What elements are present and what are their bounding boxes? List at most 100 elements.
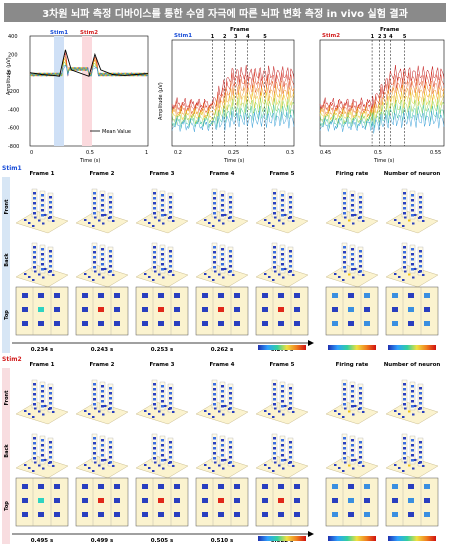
right-xtick-1: 0.5	[374, 150, 382, 156]
grid2-device-0-4	[255, 379, 309, 425]
right-frame-num-2: 2	[378, 34, 382, 40]
right-trace-0	[319, 65, 445, 111]
stim1-shade	[54, 36, 64, 146]
middle-frame-num-3: 3	[234, 34, 238, 40]
right-frame-num-4: 4	[389, 34, 393, 40]
charts-area: Stim1 Stim2 Mean Value 400 200 0 -200 -400 -6…	[6, 27, 445, 164]
grid1-topview-1	[75, 286, 129, 336]
grid1-device-0-3	[195, 188, 249, 234]
right-xtick-0: 0.45	[320, 150, 331, 156]
grid2-figure: Frame 1 Frame 2 Frame 3 Frame 4 Frame 5 Firin…	[4, 362, 441, 544]
grid1-device-0-2	[135, 188, 189, 234]
middle-trace-6	[171, 104, 295, 129]
grid1-col-1: Frame 2	[89, 171, 114, 177]
left-ytick-0: 400	[8, 34, 18, 40]
left-ytick-1: 200	[8, 52, 18, 58]
grid1-col-2: Frame 3	[149, 171, 174, 177]
grid1-time-2: 0.253 s	[151, 347, 174, 353]
grid2-topview-4	[255, 477, 309, 527]
grid1-figure: Frame 1 Frame 2 Frame 3 Frame 4 Frame 5 Firin…	[4, 171, 441, 353]
grid2-topview-1	[75, 477, 129, 527]
left-ylabel: Amplitude (μV)	[6, 57, 12, 95]
grid1-row-0: Front	[4, 199, 10, 215]
grid1-colorbar-2	[388, 345, 436, 350]
grid1-device-1-3	[195, 242, 249, 288]
left-xtick-0: 0	[30, 150, 33, 156]
grid1-device-1-0	[15, 242, 69, 288]
mid-xtick-2: 0.3	[286, 150, 294, 156]
grid2-side-strip	[2, 368, 10, 544]
right-trace-3	[319, 84, 445, 121]
grid2-device-0-2	[135, 379, 189, 425]
middle-frame-num-2: 2	[223, 34, 227, 40]
grid1-colorbar-1	[328, 345, 376, 350]
left-trace-6	[29, 64, 149, 77]
left-ytick-5: -600	[8, 126, 19, 132]
grid1-device-1-6	[385, 242, 439, 288]
grid1-device-0-5	[325, 188, 379, 234]
left-xtick-2: 1	[145, 150, 148, 156]
left-xlabel: Time (s)	[79, 158, 100, 164]
grid2-timeline-arrow	[308, 531, 314, 537]
grid1-device-1-1	[75, 242, 129, 288]
grid1-stim-label: Stim1	[2, 165, 22, 172]
grid2-col-6: Number of neuron	[384, 362, 441, 368]
left-ytick-6: -800	[8, 144, 19, 150]
mid-ylabel: Amplitude (μV)	[158, 82, 164, 120]
left-ytick-4: -400	[8, 107, 19, 113]
grid2-col-0: Frame 1	[29, 362, 54, 368]
middle-trace-1	[171, 71, 295, 114]
chart-left: Stim1 Stim2 Mean Value 400 200 0 -200 -400 -6…	[6, 30, 149, 164]
grid1-device-0-6	[385, 188, 439, 234]
grid2-device-0-6	[385, 379, 439, 425]
left-ytick-3: -200	[8, 89, 19, 95]
grid2-device-1-1	[75, 433, 129, 479]
grid1-time-3: 0.262 s	[211, 347, 234, 353]
grid2-row-2: Top	[4, 501, 10, 511]
grid1-time-0: 0.234 s	[31, 347, 54, 353]
mid-frame-title: Frame	[230, 27, 250, 33]
grid2-colorbar-2	[388, 536, 436, 541]
stim2-shade	[82, 36, 92, 146]
grid1-topview-2	[135, 286, 189, 336]
grid1-side-strip	[2, 177, 10, 353]
right-xlabel: Time (s)	[373, 158, 394, 164]
grid2-time-1: 0.499 s	[91, 538, 114, 544]
grid2-topview-3	[195, 477, 249, 527]
grid2-row-1: Back	[4, 444, 10, 458]
grid1-timeline-arrow	[308, 340, 314, 346]
grid1-col-6: Number of neuron	[384, 171, 441, 177]
grid2-device-0-3	[195, 379, 249, 425]
grid1-row-2: Top	[4, 310, 10, 320]
grid2-col-4: Frame 5	[269, 362, 294, 368]
mid-stim-label: Stim1	[174, 33, 192, 39]
stim2-label: Stim2	[80, 30, 98, 36]
middle-frame-num-5: 5	[263, 34, 267, 40]
right-frame-num-1: 1	[371, 34, 375, 40]
grid1-topview-3	[195, 286, 249, 336]
stim1-label: Stim1	[50, 30, 68, 36]
right-trace-5	[319, 98, 445, 126]
grid1-colorbar-0	[258, 345, 306, 350]
grid2-time-3: 0.510 s	[211, 538, 234, 544]
grid1-device-1-5	[325, 242, 379, 288]
grid2-device-1-6	[385, 433, 439, 479]
middle-frame-num-4: 4	[246, 34, 250, 40]
grid2-col-3: Frame 4	[209, 362, 234, 368]
mid-xtick-1: 0.25	[228, 150, 239, 156]
grid2-device-1-5	[325, 433, 379, 479]
grid1-time-1: 0.243 s	[91, 347, 114, 353]
grid2-col-1: Frame 2	[89, 362, 114, 368]
grid2-stim-label: Stim2	[2, 356, 22, 363]
grid2-time-2: 0.505 s	[151, 538, 174, 544]
middle-trace-7	[171, 110, 295, 132]
grid2-topview-0	[15, 477, 69, 527]
legend-mean: Mean Value	[102, 129, 131, 135]
grid2-device-1-2	[135, 433, 189, 479]
grid2-device-1-3	[195, 433, 249, 479]
right-trace-7	[319, 110, 445, 134]
grid1-col-3: Frame 4	[209, 171, 234, 177]
grid1-topview-0	[15, 286, 69, 336]
